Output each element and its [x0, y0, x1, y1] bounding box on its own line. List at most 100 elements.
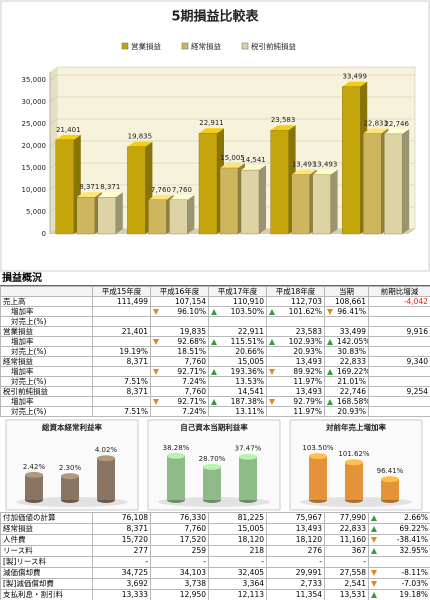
table-cell: - — [266, 556, 325, 568]
cylinder-top — [97, 455, 115, 462]
bar-side — [402, 128, 410, 234]
table-cell: 8,371 — [92, 523, 151, 535]
table-cell: 経常損益 — [0, 523, 93, 535]
bar — [76, 197, 95, 235]
bar — [203, 466, 221, 500]
table-cell: 15,720 — [92, 534, 151, 546]
table-cell: 14,541 — [208, 386, 267, 397]
table-cell: 103.50% — [208, 306, 267, 317]
value-label: 103.50% — [302, 444, 333, 452]
table-cell: 2,541 — [324, 578, 369, 590]
bar — [240, 169, 260, 235]
table-cell: 92.71% — [150, 366, 209, 377]
table-cell: 9,340 — [368, 356, 430, 367]
table-cell: 111,499 — [92, 296, 151, 307]
bar-top — [76, 192, 102, 198]
y-tick-label: 35,000 — [22, 76, 47, 84]
table: 付加価値の計算 76,108 76,330 81,225 75,967 77,990 2.6… — [0, 512, 430, 600]
mini-title: 対前年売上増加率 — [325, 422, 386, 432]
table-row: 増加率 92.71% 193.36% 89.92% 169.22% — [0, 366, 430, 377]
mini-title: 自己資本当期利益率 — [180, 422, 248, 432]
table-cell: 対売上(%) — [0, 346, 93, 357]
table-cell: 96.10% — [150, 306, 209, 317]
table-cell: 142.05% — [324, 336, 369, 347]
y-tick-label: 20,000 — [22, 142, 47, 150]
table-cell: 17,520 — [150, 534, 209, 546]
bar — [270, 130, 289, 235]
table-cell — [368, 406, 430, 417]
table-cell — [368, 306, 430, 317]
bar — [148, 199, 167, 235]
value-label: 7,760 — [172, 186, 192, 194]
table-cell: 11.97% — [266, 406, 325, 417]
table-cell: 平成18年度 — [266, 286, 325, 297]
chart-title: 5期損益比較表 — [171, 9, 259, 25]
value-label: 37.47% — [235, 445, 262, 453]
bar — [309, 456, 327, 500]
table-cell: -7.03% — [368, 578, 430, 590]
table: 平成15年度 平成16年度 平成17年度 平成18年度 当期 前期比増減 売上高 111,49… — [0, 286, 430, 417]
table-cell — [368, 556, 430, 568]
table-cell: 259 — [150, 545, 209, 557]
y-tick-label: 15,000 — [22, 164, 47, 172]
cylinder-top — [25, 471, 43, 478]
table-cell: 3,364 — [208, 578, 267, 590]
table-cell — [92, 316, 151, 327]
profit-chart: 5期損益比較表 営業損益 経常損益 税引前純損益 0 5,000 10,000 15,000… — [0, 0, 430, 272]
bar-top — [220, 162, 245, 168]
table-cell — [324, 316, 369, 327]
table-row: 付加価値の計算 76,108 76,330 81,225 75,967 77,990 2.6… — [0, 512, 430, 524]
value-label: 22,746 — [384, 120, 409, 128]
grid-line — [49, 118, 415, 125]
table-row: 増加率 96.10% 103.50% 101.62% 96.41% — [0, 306, 430, 317]
table-cell: 13,493 — [266, 386, 325, 397]
bar — [169, 199, 188, 235]
table-cell: 20.93% — [266, 346, 325, 357]
table-cell: 34,725 — [92, 567, 151, 579]
table-cell: 76,108 — [92, 512, 151, 524]
table-cell: 75,967 — [266, 512, 325, 524]
table-cell: -4,042 — [368, 296, 430, 307]
table-row: 減価償却費 34,725 34,103 32,405 29,991 27,558 -8.11… — [0, 567, 430, 579]
bar — [239, 456, 257, 500]
table-cell: 2.66% — [368, 512, 430, 524]
table-cell: 32.95% — [368, 545, 430, 557]
table-cell: 18,120 — [266, 534, 325, 546]
table-title: 損益概況 — [0, 272, 430, 286]
table-cell: 277 — [92, 545, 151, 557]
table-cell: 22,911 — [208, 326, 267, 337]
table-cell: 92.79% — [266, 396, 325, 407]
value-label: 33,499 — [342, 73, 367, 81]
table-row: [製]リース料 - - - - - — [0, 556, 430, 568]
table-cell — [368, 346, 430, 357]
bar-side — [115, 192, 123, 234]
table-cell: 対売上(%) — [0, 316, 93, 327]
table-cell: 27,558 — [324, 567, 369, 579]
table-cell: 18,120 — [208, 534, 267, 546]
table-cell: 33,499 — [324, 326, 369, 337]
table-cell: 34,103 — [150, 567, 209, 579]
table-cell: 人件費 — [0, 534, 93, 546]
table-cell: 平成16年度 — [150, 286, 209, 297]
table-cell: 8,371 — [92, 386, 151, 397]
table-cell: -8.11% — [368, 567, 430, 579]
bar-top — [97, 192, 123, 198]
table-cell: 11,354 — [266, 589, 325, 600]
value-label: 21,401 — [56, 126, 81, 134]
table-cell: 101.62% — [266, 306, 325, 317]
table-cell: 77,990 — [324, 512, 369, 524]
table-cell: 11.97% — [266, 376, 325, 387]
bar — [219, 167, 239, 235]
bar — [312, 174, 331, 235]
table-cell: 12,950 — [150, 589, 209, 600]
table-cell: -38.41% — [368, 534, 430, 546]
table-row: リース料 277 259 218 276 367 32.95% — [0, 545, 430, 557]
table-cell: 169.22% — [324, 366, 369, 377]
table-row: 平成15年度 平成16年度 平成17年度 平成18年度 当期 前期比増減 — [0, 286, 430, 297]
value-label: 4.02% — [95, 446, 118, 454]
table-row: 税引前純損益 8,371 7,760 14,541 13,493 22,746 9,254 — [0, 386, 430, 397]
table-cell: 12,113 — [208, 589, 267, 600]
table-row: 対売上(%) 7.51% 7.24% 13.11% 11.97% 20.93% — [0, 406, 430, 417]
table-cell: 187.38% — [208, 396, 267, 407]
